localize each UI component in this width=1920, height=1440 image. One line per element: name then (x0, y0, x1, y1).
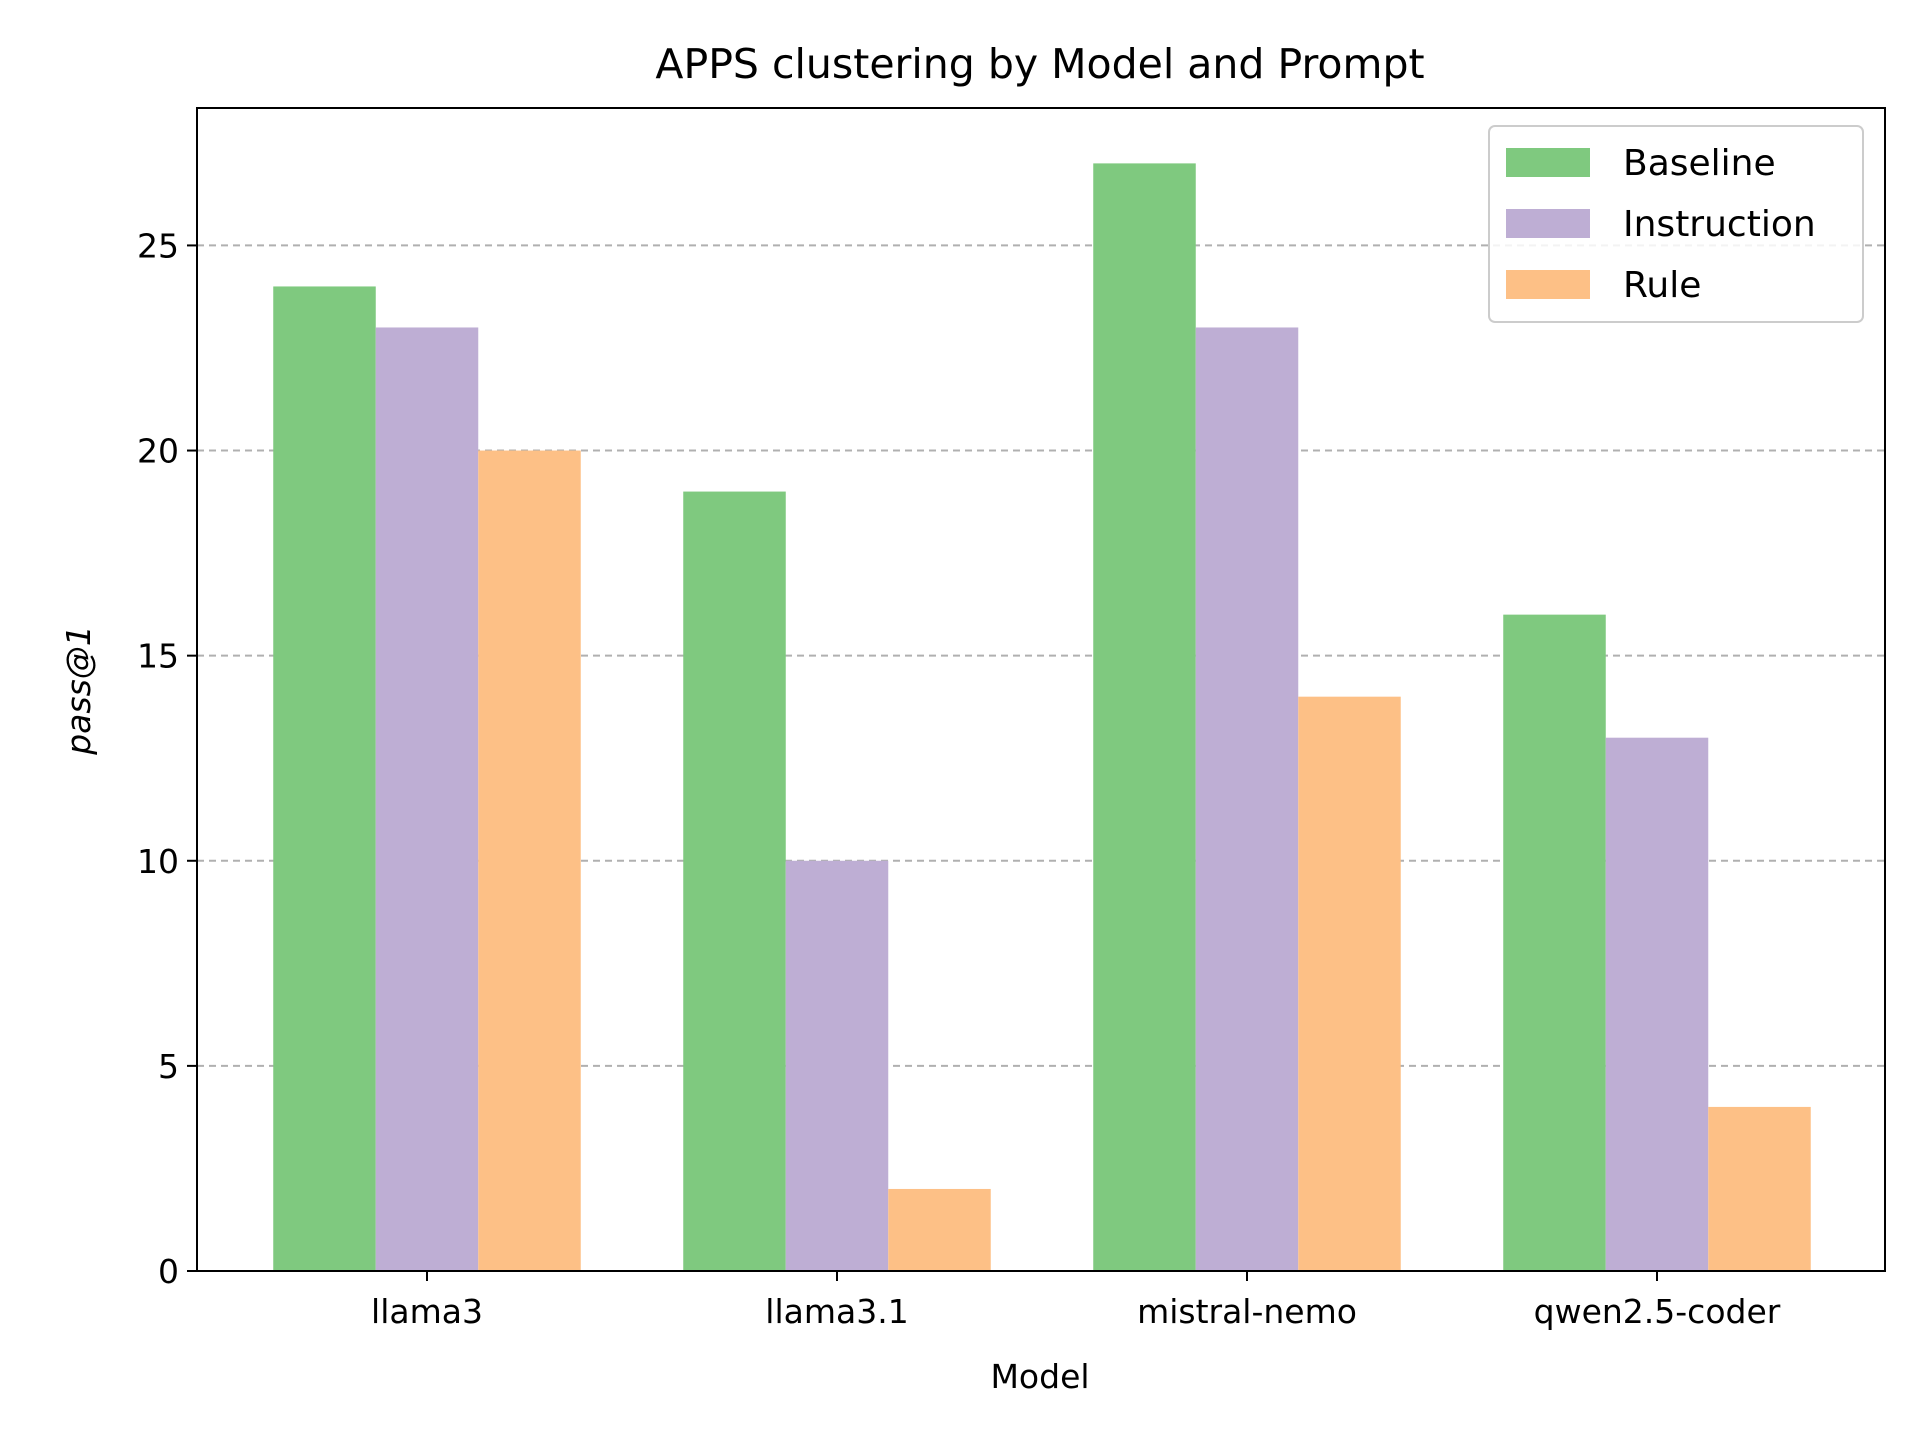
bars (273, 163, 1811, 1272)
y-tick-label: 20 (137, 432, 179, 471)
bar-instruction-llama3 (375, 327, 479, 1271)
plot-frame (196, 107, 1886, 1272)
x-tick-label: llama3.1 (765, 1292, 908, 1331)
bar-baseline-llama3.1 (683, 491, 786, 1272)
legend-label-rule: Rule (1623, 265, 1701, 306)
legend-label-instruction: Instruction (1623, 204, 1816, 245)
bar-baseline-qwen2.5-coder (1503, 614, 1606, 1271)
x-tick-label: llama3 (371, 1292, 483, 1331)
bar-baseline-mistral-nemo (1093, 163, 1196, 1271)
bar-instruction-qwen2.5-coder (1605, 737, 1709, 1271)
y-tick-label: 15 (137, 637, 179, 676)
legend: Baseline Instruction Rule (1488, 125, 1864, 323)
bar-instruction-llama3.1 (785, 860, 889, 1271)
y-tick-label: 25 (137, 226, 179, 265)
x-axis: llama3 llama3.1 mistral-nemo qwen2.5-coder (371, 1271, 1781, 1331)
x-tick-label: mistral-nemo (1137, 1292, 1357, 1331)
x-tick-label: qwen2.5-coder (1534, 1292, 1781, 1331)
x-axis-label: Model (990, 1357, 1089, 1396)
bar-rule-llama3.1 (888, 1188, 991, 1271)
legend-swatch-instruction (1506, 209, 1590, 238)
bar-baseline-llama3 (273, 286, 376, 1272)
legend-swatch-rule (1506, 270, 1590, 299)
legend-label-baseline: Baseline (1623, 143, 1776, 184)
y-tick-label: 5 (158, 1047, 179, 1086)
y-tick-label: 0 (158, 1252, 179, 1291)
y-axis-label: pass@1 (59, 625, 98, 756)
y-axis: 0 5 10 15 20 25 (137, 226, 197, 1291)
bar-instruction-mistral-nemo (1195, 327, 1299, 1271)
chart-title: APPS clustering by Model and Prompt (655, 40, 1424, 88)
bar-rule-llama3 (478, 450, 581, 1271)
legend-swatch-baseline (1506, 148, 1590, 177)
bar-rule-qwen2.5-coder (1708, 1106, 1811, 1271)
bar-rule-mistral-nemo (1298, 696, 1401, 1271)
y-tick-label: 10 (137, 842, 179, 881)
